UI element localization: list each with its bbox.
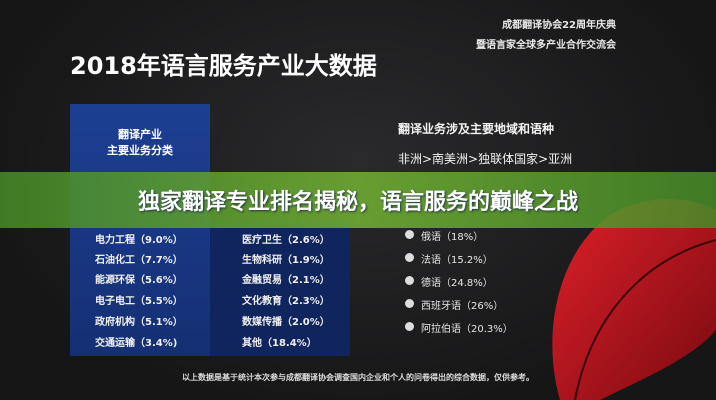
category-item: 电力工程（9.0%） — [95, 235, 183, 246]
org-line: 暨语言家全球多产业合作交流会 — [476, 40, 616, 51]
region-heading: 翻译业务涉及主要地域和语种 — [398, 122, 555, 136]
category-item: 交通运输（3.4%) — [95, 338, 178, 349]
check-icon — [405, 230, 414, 239]
panel-heading: 主要业务分类 — [107, 144, 173, 157]
language-item: 阿拉伯语（20.3%） — [421, 324, 513, 335]
org-line: 成都翻译协会22周年庆典 — [502, 20, 616, 31]
category-item: 金融贸易（2.1%） — [242, 275, 330, 286]
check-icon — [405, 276, 414, 285]
language-item: 西班牙语（26%） — [421, 301, 504, 312]
check-icon — [405, 253, 414, 262]
region-order: 非洲>南美洲>独联体国家>亚洲 — [398, 152, 573, 166]
category-panel — [70, 104, 210, 356]
category-item: 医疗卫生（2.6%） — [242, 235, 330, 246]
category-item: 电子电工（5.5%） — [95, 296, 183, 307]
category-item: 政府机构（5.1%） — [95, 317, 183, 328]
language-item: 德语（24.8%） — [421, 278, 493, 289]
banner-text: 独家翻译专业排名揭秘，语言服务的巅峰之战 — [137, 190, 578, 215]
language-item: 法语（15.2%） — [421, 255, 493, 266]
check-icon — [405, 322, 414, 331]
category-item: 石油化工（7.7%） — [95, 255, 183, 266]
category-panel — [210, 220, 350, 356]
panel-heading: 翻译产业 — [118, 128, 162, 141]
check-icon — [405, 299, 414, 308]
title: 2018年语言服务产业大数据 — [70, 52, 377, 80]
category-item: 数媒传播（2.0%） — [242, 317, 330, 328]
language-item: 俄语（18%） — [421, 232, 484, 243]
category-item: 生物科研（1.9%） — [242, 255, 330, 266]
category-item: 文化教育（2.3%） — [242, 296, 330, 307]
banner — [0, 172, 716, 228]
footer: 以上数据是基于统计本次参与成都翻译协会调查国内企业和个人的问卷得出的综合数据，仅… — [182, 373, 534, 382]
category-item: 其他（18.4%） — [242, 338, 317, 349]
category-item: 能源环保（5.6%） — [95, 275, 183, 286]
